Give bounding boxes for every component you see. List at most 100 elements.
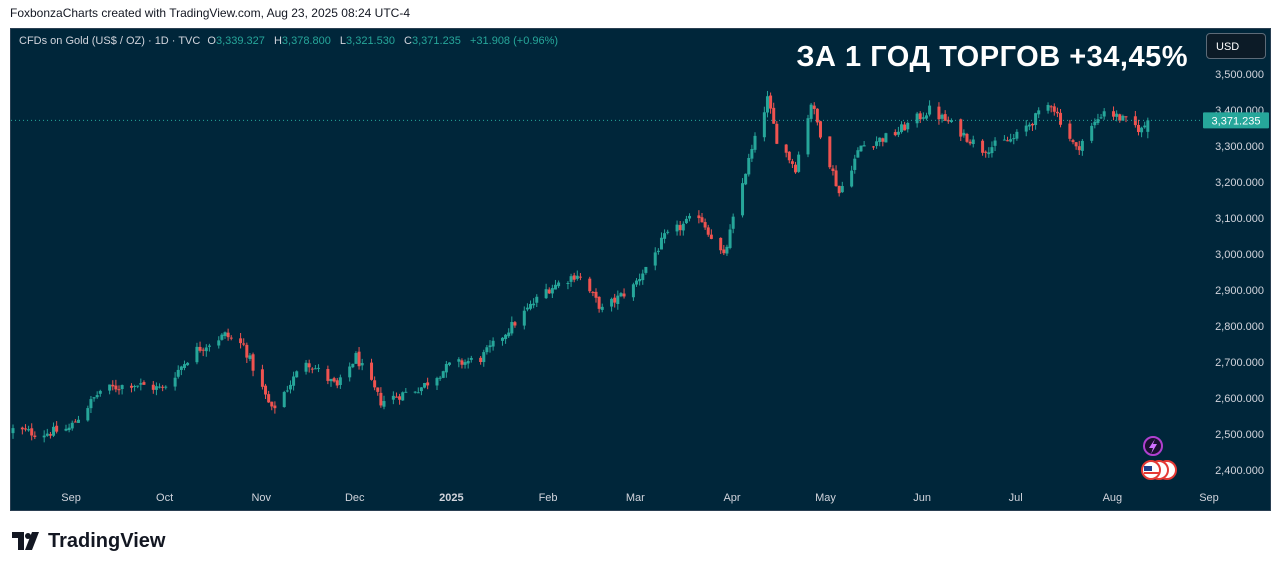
candle-body [354,353,358,364]
candle-body [834,170,838,187]
candle-body [441,371,445,378]
candle-body [67,427,71,431]
candle-body [597,296,601,309]
candle-body [1068,123,1072,139]
candle-body [572,275,576,280]
candle-body [229,337,233,339]
candle-body [129,385,133,388]
candle-body [962,132,966,136]
candle-body [207,345,211,347]
candle-body [89,399,93,409]
candle-body [92,397,96,399]
candle-body [550,288,554,294]
candle-body [529,303,533,309]
candle-body [379,392,383,406]
candle-body [525,307,529,310]
candle-body [663,233,667,239]
candle-body [413,391,417,393]
candle-body [510,321,514,334]
candle-body [360,363,364,366]
candle-body [479,357,483,362]
candle-body [1030,123,1034,126]
candle-body [522,310,526,326]
last-price-tag [1203,112,1269,129]
candle-body [675,224,679,232]
candle-body [594,291,598,298]
tradingview-logo[interactable]: TradingView [12,530,165,552]
legend-close-label: C [404,35,412,47]
candle-body [114,385,118,390]
candle-body [1146,120,1150,132]
candle-body [179,366,183,370]
candle-body [600,306,604,310]
candle-body [313,368,317,370]
candle-body [1099,117,1103,119]
candle-body [158,386,162,388]
candle-body [1052,106,1056,112]
candle-body [591,292,595,294]
candle-body [1012,138,1016,140]
candle-body [351,363,355,368]
candle-body [544,289,548,299]
candle-body [818,121,822,138]
candle-body [220,334,224,340]
candle-body [173,377,177,387]
candle-body [136,385,140,387]
candle-body [959,119,963,137]
candle-body [635,280,639,285]
candle-body [438,377,442,379]
candle-body [532,303,536,306]
candle-body [881,138,885,142]
x-tick-label: Feb [539,492,558,504]
x-tick-label: Mar [626,492,645,504]
candle-body [435,378,439,386]
candle-body [741,183,745,216]
y-tick-label: 3,300.000 [1215,141,1264,153]
candle-body [273,405,277,409]
candle-body [681,223,685,231]
candle-body [984,151,988,153]
y-tick-label: 3,000.000 [1215,249,1264,261]
x-tick-label: Jul [1009,492,1023,504]
legend-open-label: O [207,35,216,47]
candle-body [117,389,121,391]
candle-body [1140,127,1144,133]
candle-body [575,275,579,279]
currency-button[interactable]: USD [1206,33,1266,59]
candle-body [1037,110,1041,115]
candle-body [1006,140,1010,142]
candle-body [1055,111,1059,114]
chart-panel[interactable]: 2,400.000 2,500.000 2,600.000 2,700.000 2,80… [10,28,1271,511]
candle-body [86,408,90,421]
candle-body [460,360,464,365]
candlestick-chart[interactable]: 2,400.000 2,500.000 2,600.000 2,700.000 2,80… [11,29,1270,510]
candle-body [142,382,146,385]
candle-body [251,354,255,371]
candle-body [850,170,854,187]
candle-body [52,426,56,436]
candle-body [195,346,199,363]
candle-body [747,157,751,175]
candle-body [295,371,299,378]
candle-body [154,386,158,390]
candle-body [656,250,660,252]
candle-body [765,96,769,113]
candle-body [1118,114,1122,121]
legend-change: +31.908 (+0.96%) [469,35,559,47]
candle-body [547,289,551,294]
candle-body [797,154,801,172]
candle-body [394,396,398,398]
candle-body [30,428,34,436]
y-tick-label: 2,400.000 [1215,465,1264,477]
candle-body [98,390,102,394]
candle-body [466,360,470,364]
candle-body [161,386,165,388]
x-tick-label: Sep [1199,492,1219,504]
candle-body [915,113,919,124]
candle-body [906,122,910,130]
candle-body [264,385,268,395]
candle-body [423,382,427,388]
legend-low-label: L [339,35,347,47]
candle-body [513,322,517,326]
candle-body [993,140,997,146]
